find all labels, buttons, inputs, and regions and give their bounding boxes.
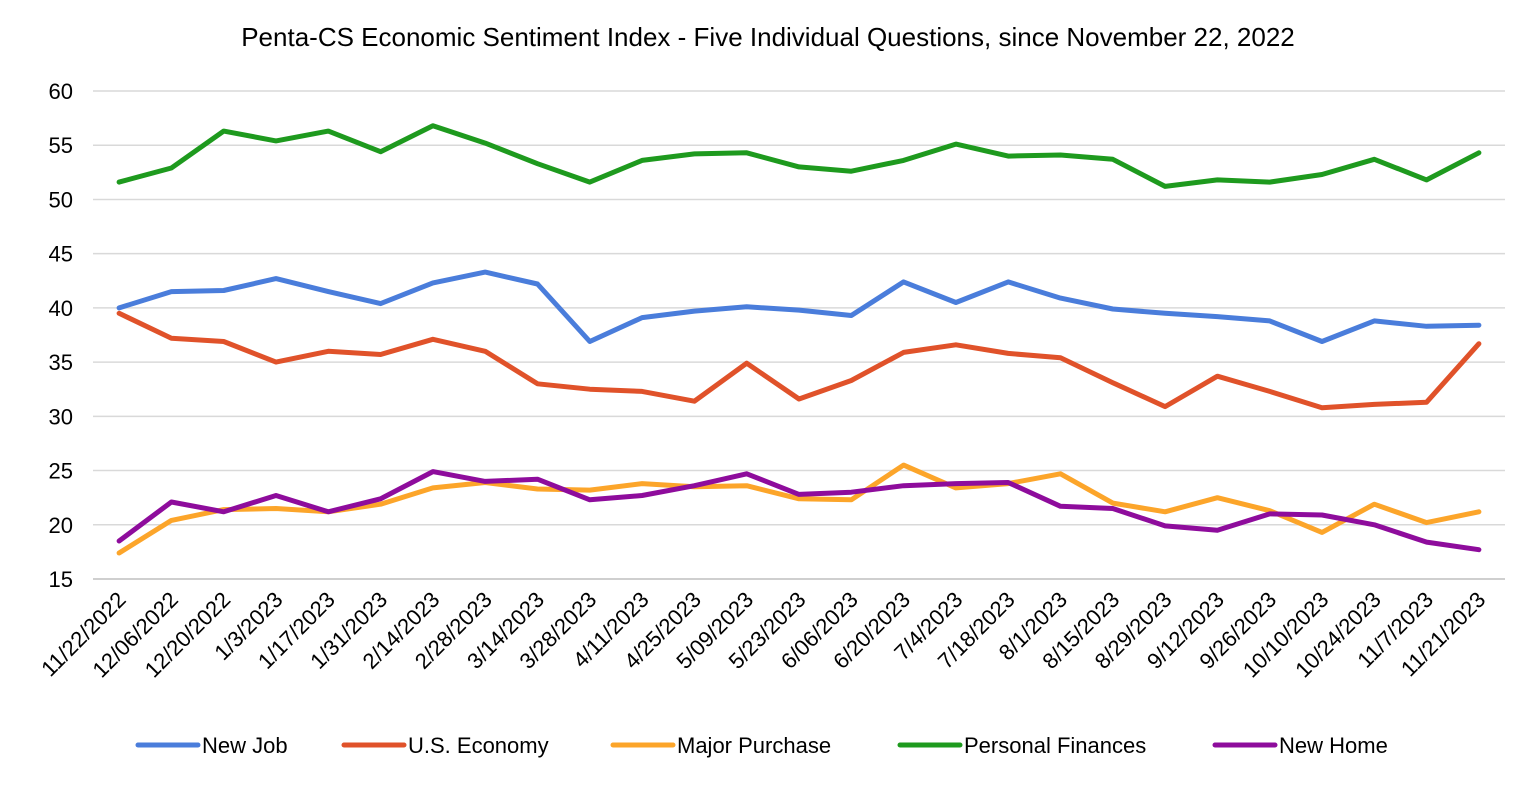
legend: New Job U.S. Economy Major Purchase Persona… bbox=[135, 733, 1388, 758]
legend-label: Major Purchase bbox=[677, 733, 831, 758]
series-line-u-s-economy bbox=[116, 310, 1482, 411]
y-axis-ticks: 15 20 25 30 35 40 45 50 55 60 bbox=[49, 79, 73, 592]
y-tick-label: 20 bbox=[49, 513, 73, 538]
y-tick-label: 60 bbox=[49, 79, 73, 104]
y-tick-label: 15 bbox=[49, 567, 73, 592]
legend-item: U.S. Economy bbox=[341, 733, 549, 758]
y-tick-label: 40 bbox=[49, 296, 73, 321]
legend-label: Personal Finances bbox=[964, 733, 1146, 758]
legend-item: Personal Finances bbox=[897, 733, 1146, 758]
legend-item: New Home bbox=[1212, 733, 1388, 758]
y-tick-label: 25 bbox=[49, 459, 73, 484]
legend-item: New Job bbox=[135, 733, 288, 758]
chart-title: Penta-CS Economic Sentiment Index - Five… bbox=[241, 22, 1295, 52]
legend-label: U.S. Economy bbox=[408, 733, 549, 758]
series-line-personal-finances bbox=[116, 123, 1482, 189]
series-lines bbox=[116, 123, 1482, 556]
y-tick-label: 30 bbox=[49, 404, 73, 429]
series-line-new-home bbox=[116, 469, 1482, 553]
legend-label: New Job bbox=[202, 733, 288, 758]
y-tick-label: 35 bbox=[49, 350, 73, 375]
y-tick-label: 55 bbox=[49, 133, 73, 158]
series-line-new-job bbox=[116, 269, 1482, 344]
x-axis-ticks: 11/22/202212/06/202212/20/20221/3/20231/… bbox=[36, 587, 1490, 683]
legend-label: New Home bbox=[1279, 733, 1388, 758]
y-tick-label: 45 bbox=[49, 242, 73, 267]
y-tick-label: 50 bbox=[49, 187, 73, 212]
legend-item: Major Purchase bbox=[610, 733, 831, 758]
